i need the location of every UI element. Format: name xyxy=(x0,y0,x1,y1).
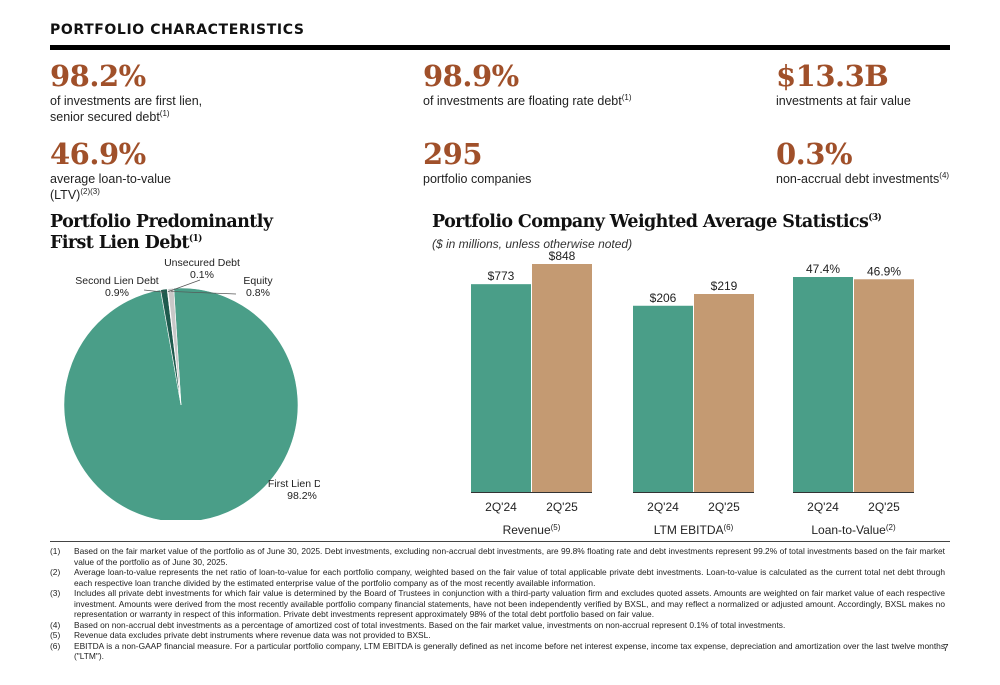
footnote-ref: (3) xyxy=(868,213,882,224)
pie-label-value: 0.9% xyxy=(105,287,129,299)
stat-fair-value: $13.3B investments at fair value xyxy=(776,60,911,109)
footnote-ref: (1) xyxy=(188,234,203,245)
pie-label-name: Equity xyxy=(243,275,273,287)
stat-desc-line: portfolio companies xyxy=(423,172,532,186)
bar-category-label: 2Q'24 xyxy=(647,500,679,514)
footnote-ref: (4) xyxy=(939,170,950,180)
bar-title-text: Portfolio Company Weighted Average Stati… xyxy=(432,212,869,232)
pie-label-value: 0.1% xyxy=(190,269,214,281)
bar-category-label: 2Q'25 xyxy=(868,500,900,514)
bar-category-label: 2Q'25 xyxy=(546,500,578,514)
stat-value: $13.3B xyxy=(776,59,889,93)
stat-desc-line: of investments are first lien, xyxy=(50,94,203,108)
bar-value-label: $219 xyxy=(711,279,738,293)
bar-category-label: 2Q'24 xyxy=(807,500,839,514)
footnote-text: Average loan-to-value represents the net… xyxy=(74,567,945,588)
stat-value: 295 xyxy=(423,137,483,171)
footnote-number: (2) xyxy=(50,567,61,577)
bar-value-label: $773 xyxy=(488,269,515,283)
pie-label-value: 0.8% xyxy=(246,287,270,299)
pie-chart: First Lien Debt98.2% Second Lien Debt0.9%… xyxy=(63,257,320,520)
stat-value: 0.3% xyxy=(776,137,853,171)
bar-category-label: 2Q'24 xyxy=(485,500,517,514)
stat-description: investments at fair value xyxy=(776,93,911,109)
stat-description: of investments are floating rate debt(1) xyxy=(423,93,632,109)
bar-value-label: 47.4% xyxy=(806,262,840,276)
footnote-number: (6) xyxy=(50,640,61,651)
pie-slice-equity xyxy=(167,287,182,406)
stat-desc-line: non-accrual debt investments xyxy=(776,172,940,186)
footnote: (1) Based on the fair market value of the… xyxy=(50,546,945,567)
pie-label-name: Unsecured Debt xyxy=(164,257,240,269)
footnote-number: (5) xyxy=(50,630,61,640)
bar-ltm-ebitda-1 xyxy=(694,294,754,492)
bar-loan-to-value-1 xyxy=(854,279,914,492)
bar-group-label: LTM EBITDA(6) xyxy=(654,523,734,537)
pie-title-line: First Lien Debt xyxy=(50,233,189,253)
pie-label-name: Second Lien Debt xyxy=(75,275,159,287)
bar-panel-title: Portfolio Company Weighted Average Stati… xyxy=(432,212,882,233)
stat-desc-line: senior secured debt xyxy=(50,110,160,124)
stat-portfolio-companies: 295 portfolio companies xyxy=(423,138,531,187)
bar-ltm-ebitda-0 xyxy=(633,305,693,492)
stat-floating-rate: 98.9% of investments are floating rate d… xyxy=(423,60,632,109)
footnote: (3) Includes all private debt investments… xyxy=(50,588,945,620)
stat-value: 98.2% xyxy=(50,59,146,93)
stat-desc-line: (LTV) xyxy=(50,188,81,202)
bar-value-label: $848 xyxy=(549,250,576,263)
footnote-text: Includes all private debt investments fo… xyxy=(74,588,945,619)
stat-ltv: 46.9% average loan-to-value (LTV)(2)(3) xyxy=(50,138,171,203)
footnote-ref: (2)(3) xyxy=(80,186,100,196)
stat-value: 98.9% xyxy=(423,59,519,93)
stat-description: average loan-to-value (LTV)(2)(3) xyxy=(50,171,171,203)
bar-group-label: Revenue(5) xyxy=(503,523,561,537)
stat-value: 46.9% xyxy=(50,137,146,171)
pie-leader-line xyxy=(167,279,201,293)
footnote: (5) Revenue data excludes private debt in… xyxy=(50,630,945,641)
pie-panel-title: Portfolio Predominantly First Lien Debt(… xyxy=(50,212,273,254)
stat-desc-line: investments at fair value xyxy=(776,94,911,108)
footnote-ref: (1) xyxy=(621,92,632,102)
footnote: (2) Average loan-to-value represents the … xyxy=(50,567,945,588)
footnote-text: Based on non-accrual debt investments as… xyxy=(74,619,786,630)
stat-desc-line: of investments are floating rate debt xyxy=(423,94,622,108)
footnote-number: (4) xyxy=(50,619,61,630)
stat-non-accrual: 0.3% non-accrual debt investments(4) xyxy=(776,138,949,187)
footnote: (4) Based on non-accrual debt investments… xyxy=(50,620,945,631)
pie-label-value: 98.2% xyxy=(287,490,317,502)
footnotes: (1) Based on the fair market value of the… xyxy=(50,546,945,662)
page-number: 7 xyxy=(943,643,949,654)
pie-label-name: First Lien Debt xyxy=(268,478,320,490)
bar-revenue-1 xyxy=(532,264,592,492)
pie-leader-line xyxy=(171,291,237,295)
footnote-text: Revenue data excludes private debt instr… xyxy=(74,630,431,640)
stat-description: non-accrual debt investments(4) xyxy=(776,171,949,187)
top-rule xyxy=(50,45,950,50)
stat-description: portfolio companies xyxy=(423,171,531,187)
stat-desc-line: average loan-to-value xyxy=(50,172,171,186)
bar-panel-subtitle: ($ in millions, unless otherwise noted) xyxy=(432,237,633,251)
footnote-number: (1) xyxy=(50,546,61,556)
footnote-divider xyxy=(50,541,950,542)
pie-leader-line xyxy=(143,289,165,293)
pie-title-line: Portfolio Predominantly xyxy=(50,212,273,232)
footnote-number: (3) xyxy=(50,588,61,598)
bar-revenue-0 xyxy=(471,284,531,492)
footnote-text: EBITDA is a non-GAAP financial measure. … xyxy=(74,640,945,662)
stat-description: of investments are first lien, senior se… xyxy=(50,93,202,125)
footnote: (6) EBITDA is a non-GAAP financial measur… xyxy=(50,641,945,662)
bar-value-label: 46.9% xyxy=(867,264,901,278)
bar-group-label: Loan-to-Value(2) xyxy=(811,523,896,537)
bar-loan-to-value-0 xyxy=(793,277,853,492)
section-title: PORTFOLIO CHARACTERISTICS xyxy=(50,22,305,38)
bar-chart: $773 2Q'24 $848 2Q'25 Revenue(5) $206 2Q'24 $21… xyxy=(471,250,914,537)
footnote-text: Based on the fair market value of the po… xyxy=(74,546,945,567)
bar-category-label: 2Q'25 xyxy=(708,500,740,514)
bar-value-label: $206 xyxy=(650,291,677,305)
footnote-ref: (1) xyxy=(159,108,170,118)
stat-first-lien: 98.2% of investments are first lien, sen… xyxy=(50,60,202,125)
